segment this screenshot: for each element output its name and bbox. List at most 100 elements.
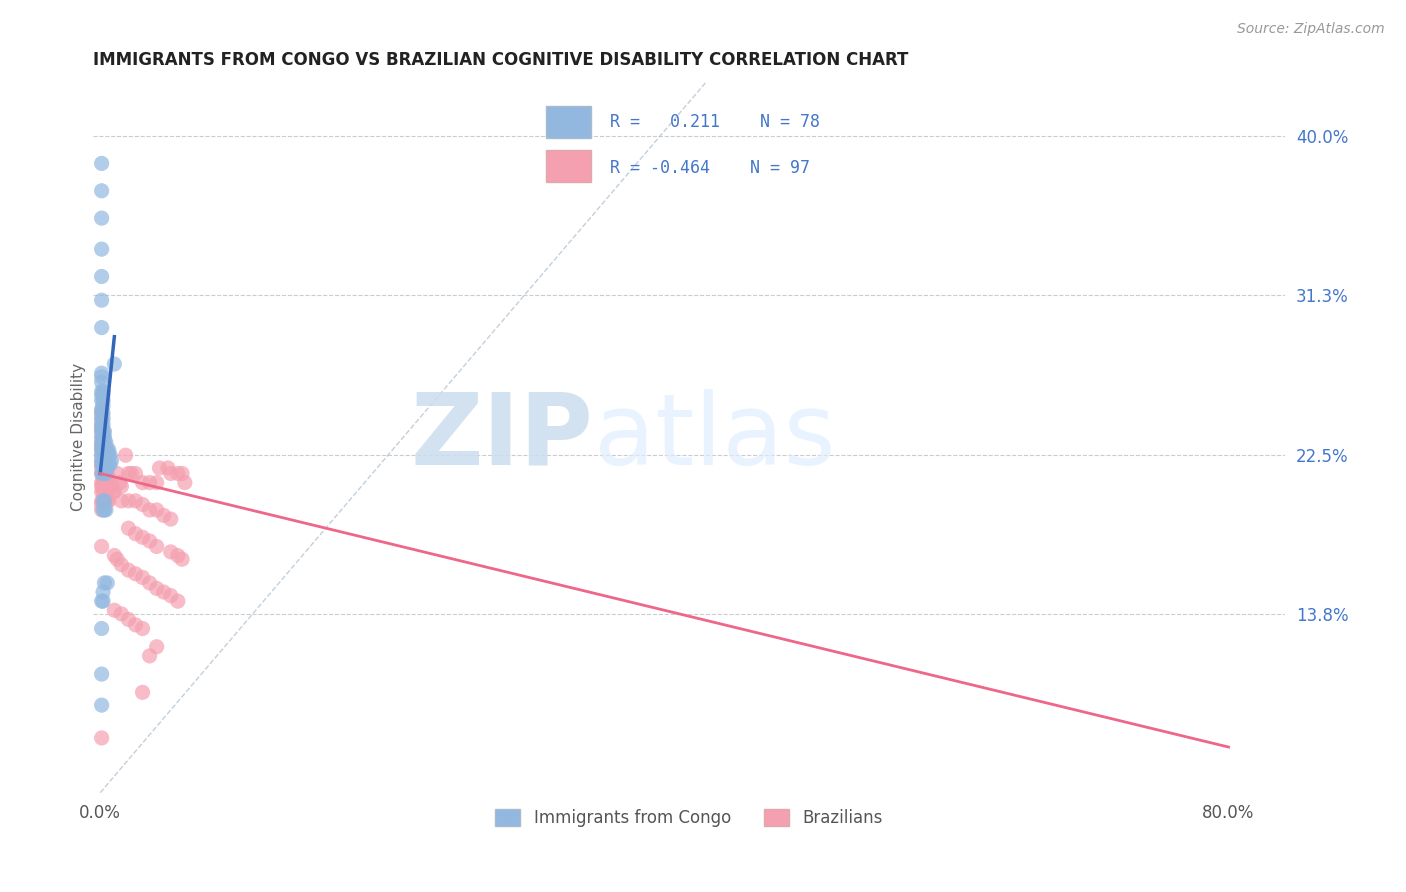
Point [97,448,120,462]
Point [93,484,115,499]
Point [159,589,181,603]
Point [90,430,112,444]
Point [91,442,114,457]
Point [131,498,153,512]
Point [96,493,118,508]
Point [100,453,122,467]
Point [166,549,188,563]
Point [90,458,112,472]
Point [98,475,121,490]
Point [94,461,117,475]
Point [90,366,112,380]
Point [91,503,114,517]
Y-axis label: Cognitive Disability: Cognitive Disability [72,363,86,511]
Point [117,493,139,508]
Point [93,475,115,490]
Point [94,467,117,481]
Point [90,269,112,284]
Point [90,406,112,420]
Point [96,484,118,499]
Point [98,479,121,493]
Point [156,461,179,475]
Point [110,607,132,621]
Point [91,467,114,481]
Point [93,461,115,475]
Point [90,453,112,467]
Point [91,442,114,457]
Point [110,558,132,572]
Point [94,475,117,490]
Text: Source: ZipAtlas.com: Source: ZipAtlas.com [1237,22,1385,37]
Point [90,435,112,450]
Text: atlas: atlas [593,389,835,485]
Point [91,493,114,508]
Point [90,293,112,308]
Text: ZIP: ZIP [411,389,593,485]
Point [90,417,112,432]
Point [90,461,112,475]
Point [90,411,112,425]
Point [138,503,160,517]
Point [91,453,114,467]
Point [91,493,114,508]
Point [96,442,118,457]
Point [166,467,188,481]
Point [90,442,112,457]
Point [91,458,114,472]
Point [124,467,146,481]
Point [90,467,112,481]
Point [91,430,114,444]
Point [145,640,167,654]
Point [90,622,112,636]
Point [91,425,114,439]
Point [117,467,139,481]
Point [90,417,112,432]
Point [131,685,153,699]
Point [91,448,114,462]
Point [91,417,114,432]
Point [93,458,115,472]
Point [145,475,167,490]
Point [93,425,115,439]
Point [93,453,115,467]
Point [91,484,114,499]
Point [91,435,114,450]
Point [173,475,195,490]
Point [91,388,114,402]
Point [159,467,181,481]
Point [166,594,188,608]
Point [94,467,117,481]
Point [91,461,114,475]
Point [91,448,114,462]
Point [91,384,114,399]
Point [93,472,115,486]
Point [103,357,125,371]
Point [91,479,114,493]
Point [94,461,117,475]
Point [97,458,120,472]
Point [93,448,115,462]
Point [90,442,112,457]
Point [124,493,146,508]
Point [93,467,115,481]
Point [90,731,112,745]
Point [90,184,112,198]
Point [90,484,112,499]
Point [138,575,160,590]
Point [131,475,153,490]
Point [90,475,112,490]
Point [108,475,131,490]
Point [93,493,115,508]
Point [93,430,115,444]
Point [105,467,128,481]
Point [100,479,122,493]
Point [94,458,117,472]
Point [170,467,193,481]
Point [90,376,112,390]
Point [124,566,146,581]
Point [93,493,115,508]
Point [91,399,114,413]
Point [90,421,112,435]
Point [97,472,120,486]
Point [97,493,120,508]
